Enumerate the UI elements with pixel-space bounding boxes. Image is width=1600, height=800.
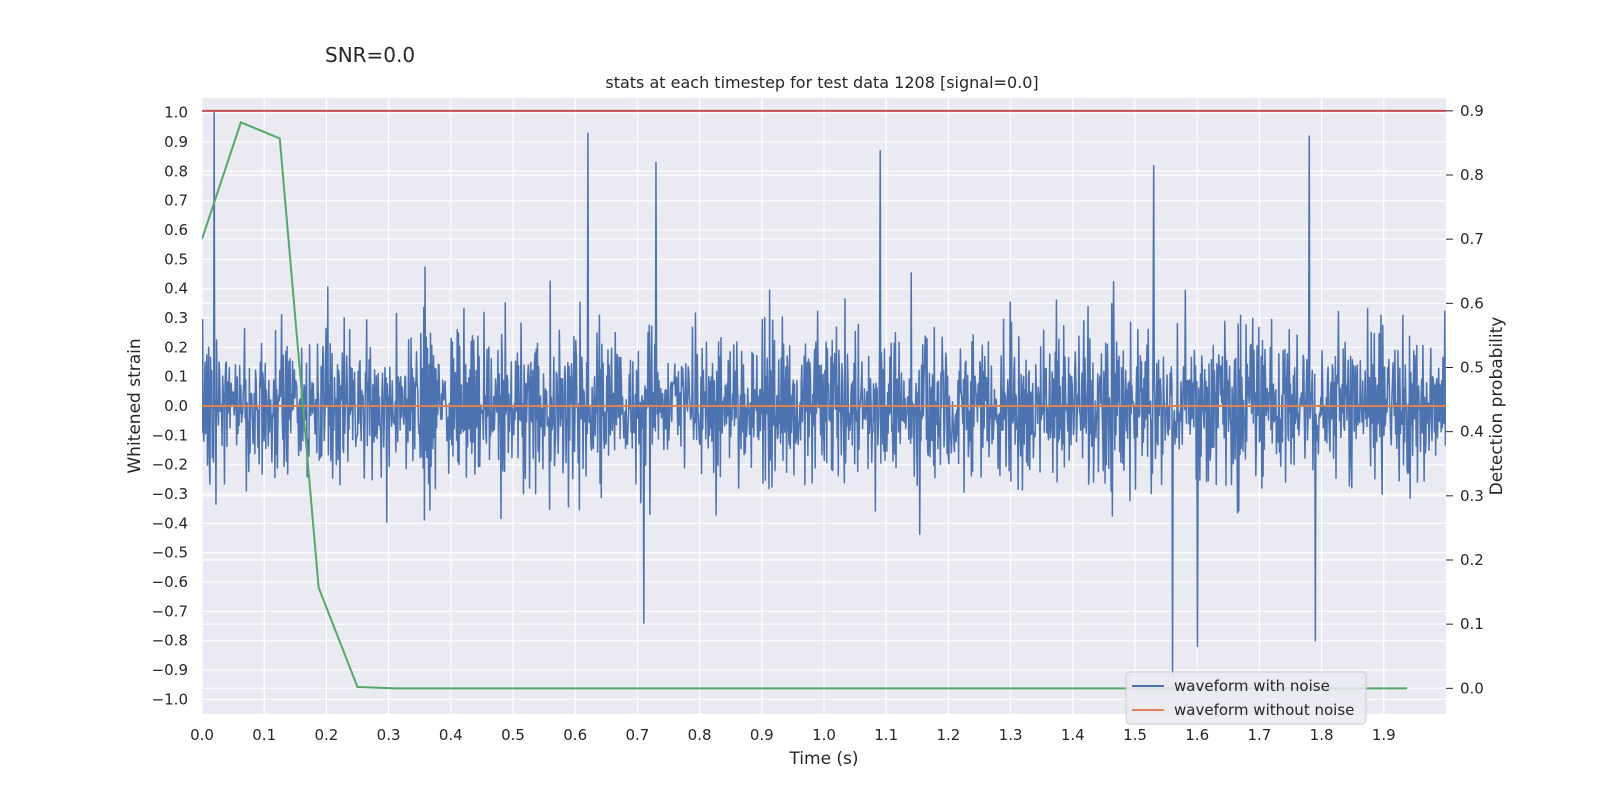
x-tick-label: 0.8 xyxy=(688,726,712,744)
y2-tick-label: 0.6 xyxy=(1460,294,1484,312)
y2-tick-label: 0.1 xyxy=(1460,615,1484,633)
chart-title: stats at each timestep for test data 120… xyxy=(605,73,1038,92)
x-tick-label: 0.1 xyxy=(252,726,276,744)
y2-axis-ticks: 0.9 0.8 0.7 0.6 0.5 0.4 0.3 0.2 0.1 0.0 xyxy=(1446,102,1484,697)
y2-tick-label: 0.5 xyxy=(1460,359,1484,377)
x-tick-label: 0.3 xyxy=(377,726,401,744)
x-tick-label: 1.5 xyxy=(1123,726,1147,744)
y-tick-label: 0.4 xyxy=(164,280,188,298)
x-tick-label: 1.4 xyxy=(1061,726,1085,744)
y-tick-label: 1.0 xyxy=(164,104,188,122)
y-tick-label: 0.1 xyxy=(164,368,188,386)
x-tick-label: 1.6 xyxy=(1185,726,1209,744)
y2-tick-label: 0.2 xyxy=(1460,551,1484,569)
x-tick-label: 0.2 xyxy=(314,726,338,744)
y-tick-label: −0.5 xyxy=(152,544,188,562)
y-tick-label: 0.6 xyxy=(164,221,188,239)
x-tick-label: 1.9 xyxy=(1372,726,1396,744)
y-tick-label: 0.0 xyxy=(164,397,188,415)
y2-tick-label: 0.8 xyxy=(1460,166,1484,184)
y-tick-label: 0.8 xyxy=(164,162,188,180)
y2-tick-label: 0.9 xyxy=(1460,102,1484,120)
x-tick-label: 0.4 xyxy=(439,726,463,744)
y2-tick-label: 0.0 xyxy=(1460,679,1484,697)
x-axis-label: Time (s) xyxy=(788,749,858,769)
x-tick-label: 1.7 xyxy=(1247,726,1271,744)
x-tick-label: 0.6 xyxy=(563,726,587,744)
y-tick-label: −0.3 xyxy=(152,485,188,503)
y2-tick-label: 0.7 xyxy=(1460,230,1484,248)
figure-suptitle: SNR=0.0 xyxy=(325,43,415,67)
y-axis-label: Whitened strain xyxy=(125,338,145,473)
legend-label-noise: waveform with noise xyxy=(1174,677,1330,695)
x-tick-label: 0.9 xyxy=(750,726,774,744)
x-tick-label: 1.0 xyxy=(812,726,836,744)
y-tick-label: 0.7 xyxy=(164,192,188,210)
y-tick-label: −0.1 xyxy=(152,426,188,444)
y-tick-label: −0.2 xyxy=(152,456,188,474)
y-tick-label: 0.3 xyxy=(164,309,188,327)
y-tick-label: −0.6 xyxy=(152,573,188,591)
x-tick-label: 0.5 xyxy=(501,726,525,744)
legend-label-clean: waveform without noise xyxy=(1174,701,1354,719)
x-tick-label: 1.3 xyxy=(999,726,1023,744)
y-tick-label: −0.9 xyxy=(152,661,188,679)
legend-box xyxy=(1125,671,1367,725)
y2-tick-label: 0.4 xyxy=(1460,423,1484,441)
x-tick-label: 0.7 xyxy=(625,726,649,744)
x-axis-ticks: 0.0 0.1 0.2 0.3 0.4 0.5 0.6 0.7 0.8 0.9 1.0 1.1 1.2 1… xyxy=(190,726,1396,744)
y-tick-label: 0.5 xyxy=(164,250,188,268)
y-tick-label: −0.7 xyxy=(152,602,188,620)
y2-axis-label: Detection probability xyxy=(1487,317,1507,496)
legend: waveform with noise waveform without noi… xyxy=(1125,671,1367,725)
y-tick-label: 0.9 xyxy=(164,133,188,151)
y-tick-label: −1.0 xyxy=(152,690,188,708)
x-tick-label: 1.2 xyxy=(936,726,960,744)
x-tick-label: 1.1 xyxy=(874,726,898,744)
x-tick-label: 1.8 xyxy=(1310,726,1334,744)
x-tick-label: 0.0 xyxy=(190,726,214,744)
y2-tick-label: 0.3 xyxy=(1460,487,1484,505)
y-tick-label: 0.2 xyxy=(164,338,188,356)
y-tick-label: −0.4 xyxy=(152,514,188,532)
y-tick-label: −0.8 xyxy=(152,632,188,650)
y-axis-ticks: 1.0 0.9 0.8 0.7 0.6 0.5 0.4 0.3 0.2 0.1 0.0 −0.1 −0.… xyxy=(152,104,188,709)
